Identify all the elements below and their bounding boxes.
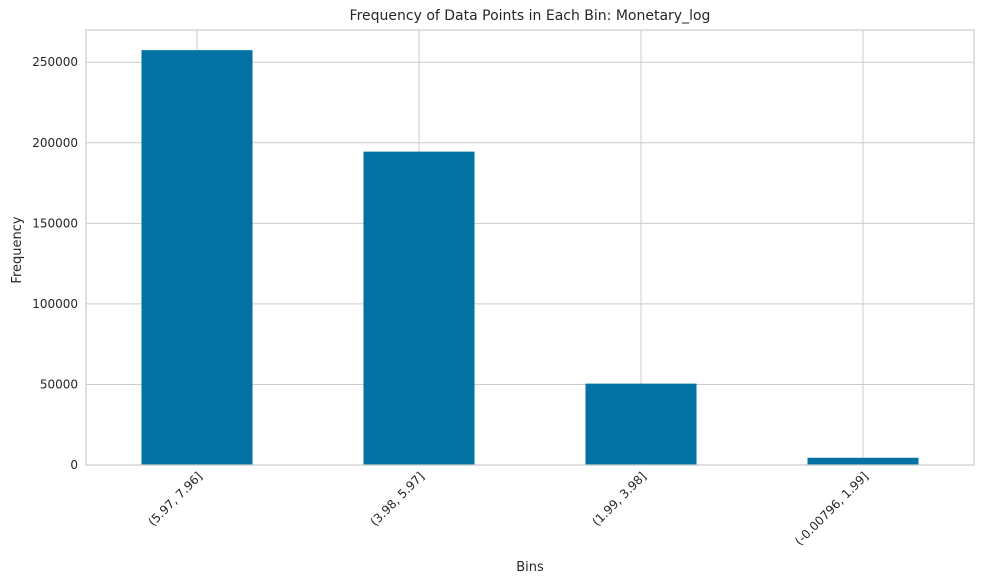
y-tick-labels: 0 50000 100000 150000 200000 250000 bbox=[32, 55, 78, 472]
bar bbox=[363, 151, 475, 465]
x-axis-label: Bins bbox=[516, 560, 544, 575]
x-tick-labels: (5.97, 7.96] (3.98, 5.97] (1.99, 3.98] (-0.… bbox=[145, 469, 871, 548]
plot-frame bbox=[85, 29, 975, 466]
y-tick-label: 250000 bbox=[32, 55, 78, 69]
y-tick-label: 200000 bbox=[32, 136, 78, 150]
x-tick-label: (3.98, 5.97] bbox=[367, 469, 427, 529]
x-tick-label: (1.99, 3.98] bbox=[589, 469, 649, 529]
y-axis-label: Frequency bbox=[10, 216, 25, 283]
y-tick-label: 100000 bbox=[32, 297, 78, 311]
bars bbox=[141, 50, 919, 466]
chart-title: Frequency of Data Points in Each Bin: Mo… bbox=[350, 8, 711, 24]
bar bbox=[585, 383, 697, 465]
y-tick-label: 50000 bbox=[40, 377, 78, 391]
y-tick-label: 0 bbox=[70, 458, 78, 472]
x-tick-label: (-0.00796, 1.99] bbox=[792, 469, 871, 548]
y-tick-label: 150000 bbox=[32, 216, 78, 230]
bar bbox=[807, 457, 919, 465]
bar bbox=[141, 50, 253, 466]
x-tick-label: (5.97, 7.96] bbox=[145, 469, 205, 529]
